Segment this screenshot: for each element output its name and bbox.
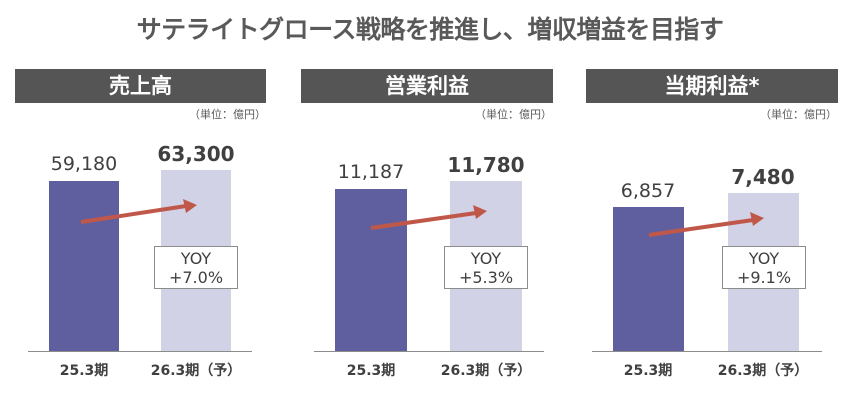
yoy-badge: YOY +9.1% [722,246,806,289]
bar-value-prev: 6,857 [620,180,676,202]
unit-label: （単位：億円） [475,108,552,121]
x-label-next: 26.3期（予） [717,363,809,379]
bar-value-next: 11,780 [447,153,525,177]
panel-header: 当期利益* [586,69,838,103]
yoy-value: +9.1% [736,268,792,287]
page-title: サテライトグロース戦略を推進し、増収増益を目指す [136,15,724,44]
unit-label: （単位：億円） [760,108,837,121]
bar-value-next: 7,480 [731,165,795,189]
bar-prev [49,181,119,351]
x-label-next: 26.3期（予） [150,363,242,379]
yoy-label: YOY [748,249,780,268]
panel-header: 売上高 [15,69,266,103]
x-label-prev: 25.3期 [346,363,396,379]
x-axis-line [314,351,544,352]
yoy-label: YOY [470,249,502,268]
bar-value-prev: 11,187 [337,161,405,183]
yoy-value: +7.0% [168,268,224,287]
yoy-badge: YOY +5.3% [444,246,528,289]
yoy-label: YOY [180,249,212,268]
x-label-prev: 25.3期 [623,363,673,379]
x-axis-line [592,351,822,352]
x-label-prev: 25.3期 [59,363,109,379]
x-axis-line [28,351,252,352]
bar-value-prev: 59,180 [50,153,118,175]
x-label-next: 26.3期（予） [440,363,532,379]
yoy-badge: YOY +7.0% [154,246,238,289]
unit-label: （単位：億円） [189,108,266,121]
yoy-value: +5.3% [458,268,514,287]
bar-value-next: 63,300 [157,142,235,166]
panel-header: 営業利益 [301,69,553,103]
bar-prev [335,189,407,351]
